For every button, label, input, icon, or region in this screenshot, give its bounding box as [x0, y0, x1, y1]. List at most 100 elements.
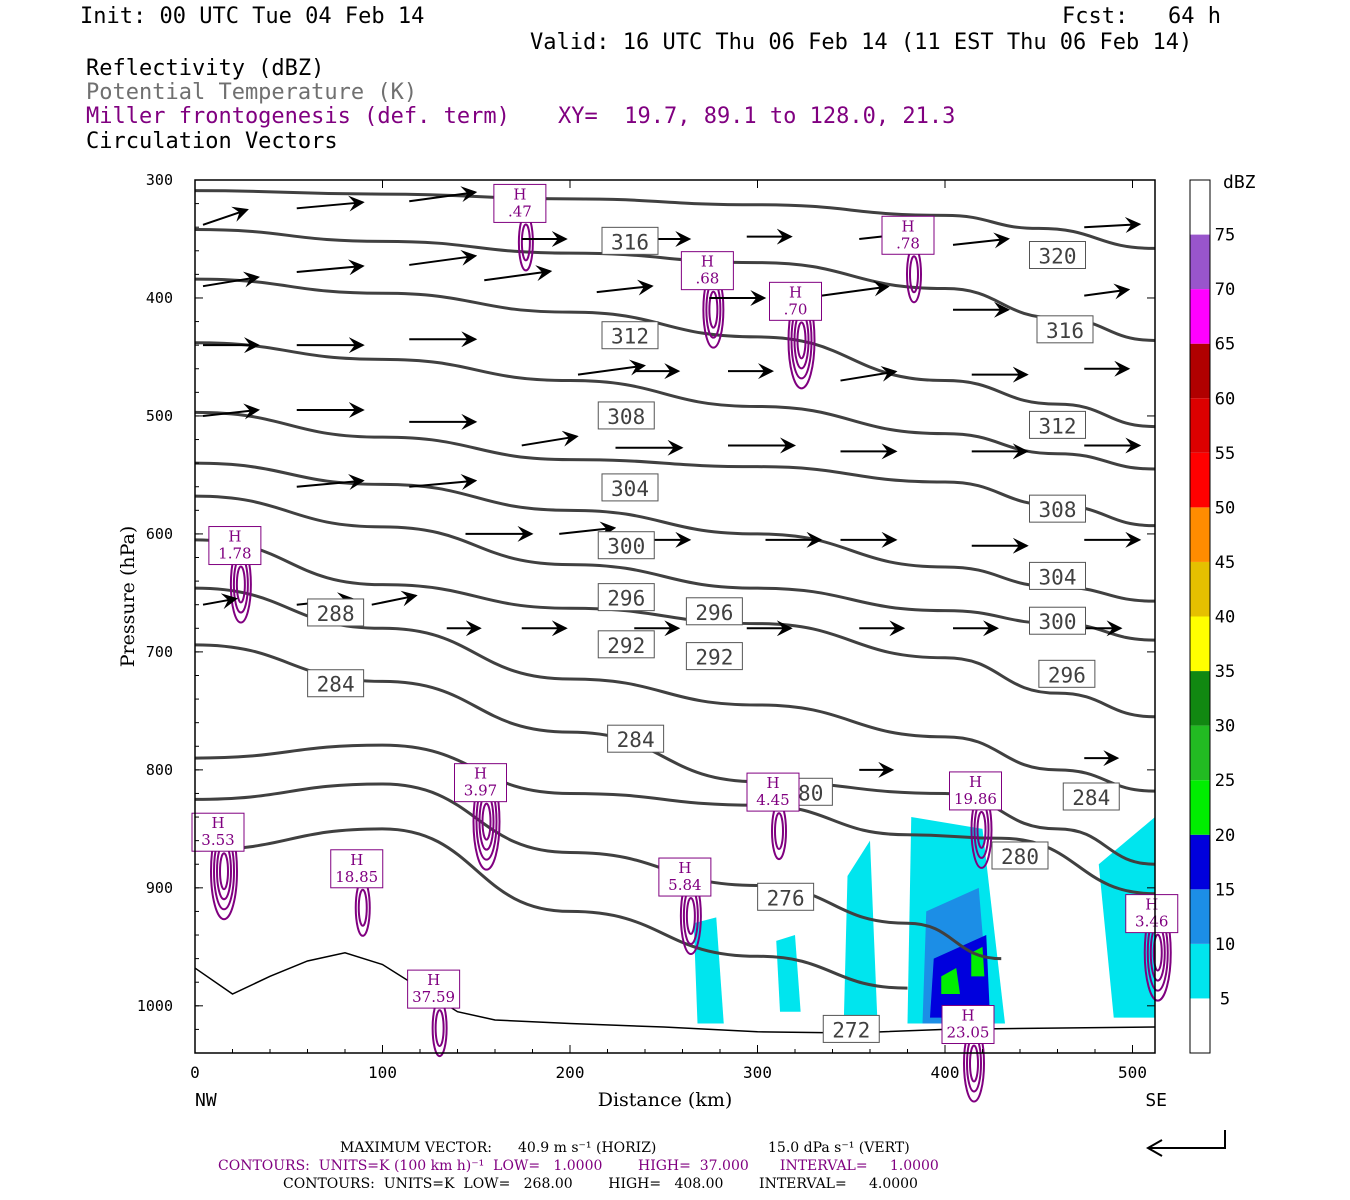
cross-section-endpoints: XY= 19.7, 89.1 to 128.0, 21.3: [558, 104, 956, 129]
theta-contour: [194, 189, 1156, 250]
theta-label: 280: [1001, 845, 1039, 869]
frontogenesis-contour: [796, 321, 807, 360]
colorbar-swatch: [1190, 289, 1210, 344]
theta-contour: [194, 277, 1156, 429]
frontogenesis-max-label: 4.45: [756, 791, 789, 809]
theta-label: 276: [767, 886, 805, 910]
colorbar-swatch: [1190, 943, 1210, 999]
colorbar-tick-label: 55: [1215, 444, 1235, 464]
circulation-vector: [409, 186, 478, 203]
frontogenesis-contour: [909, 255, 919, 294]
theta-label: 304: [1039, 565, 1077, 589]
valid-time-label: Valid: 16 UTC Thu 06 Feb 14 (11 EST Thu …: [530, 30, 1193, 55]
theta-label: 316: [1046, 319, 1084, 343]
theta-label-box: [1029, 410, 1086, 439]
max-vector-label: MAXIMUM VECTOR:: [340, 1140, 492, 1156]
theta-label: 316: [611, 230, 649, 254]
frontogenesis-max-label: .47: [508, 202, 532, 220]
frontogenesis-max-box: [208, 526, 262, 566]
frontogenesis-contour: [774, 812, 784, 851]
theta-label-box: [307, 669, 365, 698]
frontogenesis-max-box: [746, 772, 800, 812]
colorbar-swatch: [1190, 452, 1210, 508]
theta-label: 300: [1039, 610, 1077, 634]
colorbar-tick-label: 30: [1215, 717, 1235, 737]
frontogenesis-contour: [434, 1009, 445, 1048]
colorbar-frame: [1189, 179, 1211, 1054]
theta-label: 296: [695, 601, 733, 625]
circulation-vector: [296, 474, 365, 490]
colorbar-tick-label: 25: [1215, 771, 1235, 791]
frontogenesis-max-label: H: [789, 283, 802, 301]
theta-label: 296: [1048, 663, 1086, 687]
frontogenesis-max-label: H: [766, 774, 779, 792]
frontogenesis-contour: [1152, 933, 1163, 972]
theta-contour: [194, 782, 1002, 961]
y-axis-label: Pressure (hPa): [117, 526, 139, 668]
theta-label-box: [597, 583, 655, 612]
y-tick-label: 400: [146, 289, 173, 307]
theta-label: 308: [607, 405, 645, 429]
colorbar-unit: dBZ: [1223, 172, 1256, 193]
y-tick-label: 800: [146, 761, 173, 779]
theta-label: 288: [317, 602, 355, 626]
theta-label: 292: [607, 634, 645, 658]
colorbar-tick-label: 65: [1215, 335, 1235, 355]
frontogenesis-max-label: .68: [695, 270, 719, 288]
colorbar-swatch: [1190, 507, 1210, 562]
frontogenesis-max-label: 1.78: [218, 545, 251, 563]
colorbar-swatch: [1190, 234, 1210, 290]
circulation-vector: [202, 206, 249, 226]
theta-label: 296: [607, 587, 645, 611]
theta-contour: [194, 228, 1156, 342]
theta-label: 308: [1039, 498, 1077, 522]
frontogenesis-max-label: 19.86: [954, 790, 997, 808]
colorbar-tick-label: 50: [1215, 498, 1235, 518]
colorbar-tick-label: 60: [1215, 389, 1235, 409]
circulation-vector: [596, 279, 654, 296]
y-tick-label: 1000: [137, 997, 173, 1015]
circulation-vector: [371, 590, 418, 607]
theta-label-box: [991, 841, 1049, 870]
circulation-vector: [952, 232, 1010, 249]
theta-contour: [194, 410, 1156, 528]
theta-label-box: [685, 642, 743, 671]
frontogenesis-max-box: [658, 857, 712, 897]
frontogenesis-max-box: [680, 251, 734, 291]
circulation-vector: [559, 521, 617, 538]
frontogenesis-max-label: H: [474, 765, 487, 783]
frontogenesis-max-label: 3.53: [201, 831, 234, 849]
theta-label-box: [822, 1014, 880, 1043]
frontogenesis-contour: [219, 852, 229, 891]
frontogenesis-max-label: H: [701, 253, 714, 271]
theta-contour: [194, 827, 908, 990]
colorbar-swatch: [1190, 889, 1210, 944]
contours-theta: CONTOURS: UNITS=K LOW= 268.00 HIGH= 408.…: [283, 1176, 918, 1192]
frontogenesis-max-box: [949, 771, 1002, 811]
theta-label: 292: [695, 646, 733, 670]
theta-label-box: [601, 473, 659, 502]
colorbar-swatch: [1190, 834, 1210, 890]
theta-label: 312: [611, 325, 649, 349]
theta-label-box: [597, 630, 655, 659]
theta-contour: [194, 586, 1156, 793]
max-vector-vert: 15.0 dPa s⁻¹ (VERT): [768, 1140, 910, 1156]
circulation-vector: [409, 474, 478, 490]
x-tick-label: 400: [931, 1063, 960, 1082]
theta-label-box: [597, 531, 655, 560]
y-tick-label: 600: [146, 525, 173, 543]
x-tick-label: 100: [368, 1063, 397, 1082]
frontogenesis-max-label: .78: [896, 234, 920, 252]
contours-frontogenesis: CONTOURS: UNITS=K (100 km h)⁻¹ LOW= 1.00…: [218, 1158, 939, 1174]
frontogenesis-contour: [357, 888, 368, 927]
frontogenesis-max-label: H: [1145, 896, 1158, 914]
frontogenesis-max-label: H: [961, 1007, 974, 1025]
theta-label-box: [757, 882, 815, 911]
theta-label: 300: [607, 535, 645, 559]
frontogenesis-max-label: H: [901, 217, 914, 235]
circulation-vector: [1084, 283, 1131, 300]
theta-label-box: [601, 226, 659, 255]
theta-label: 284: [317, 673, 355, 697]
circulation-vector: [296, 259, 365, 276]
